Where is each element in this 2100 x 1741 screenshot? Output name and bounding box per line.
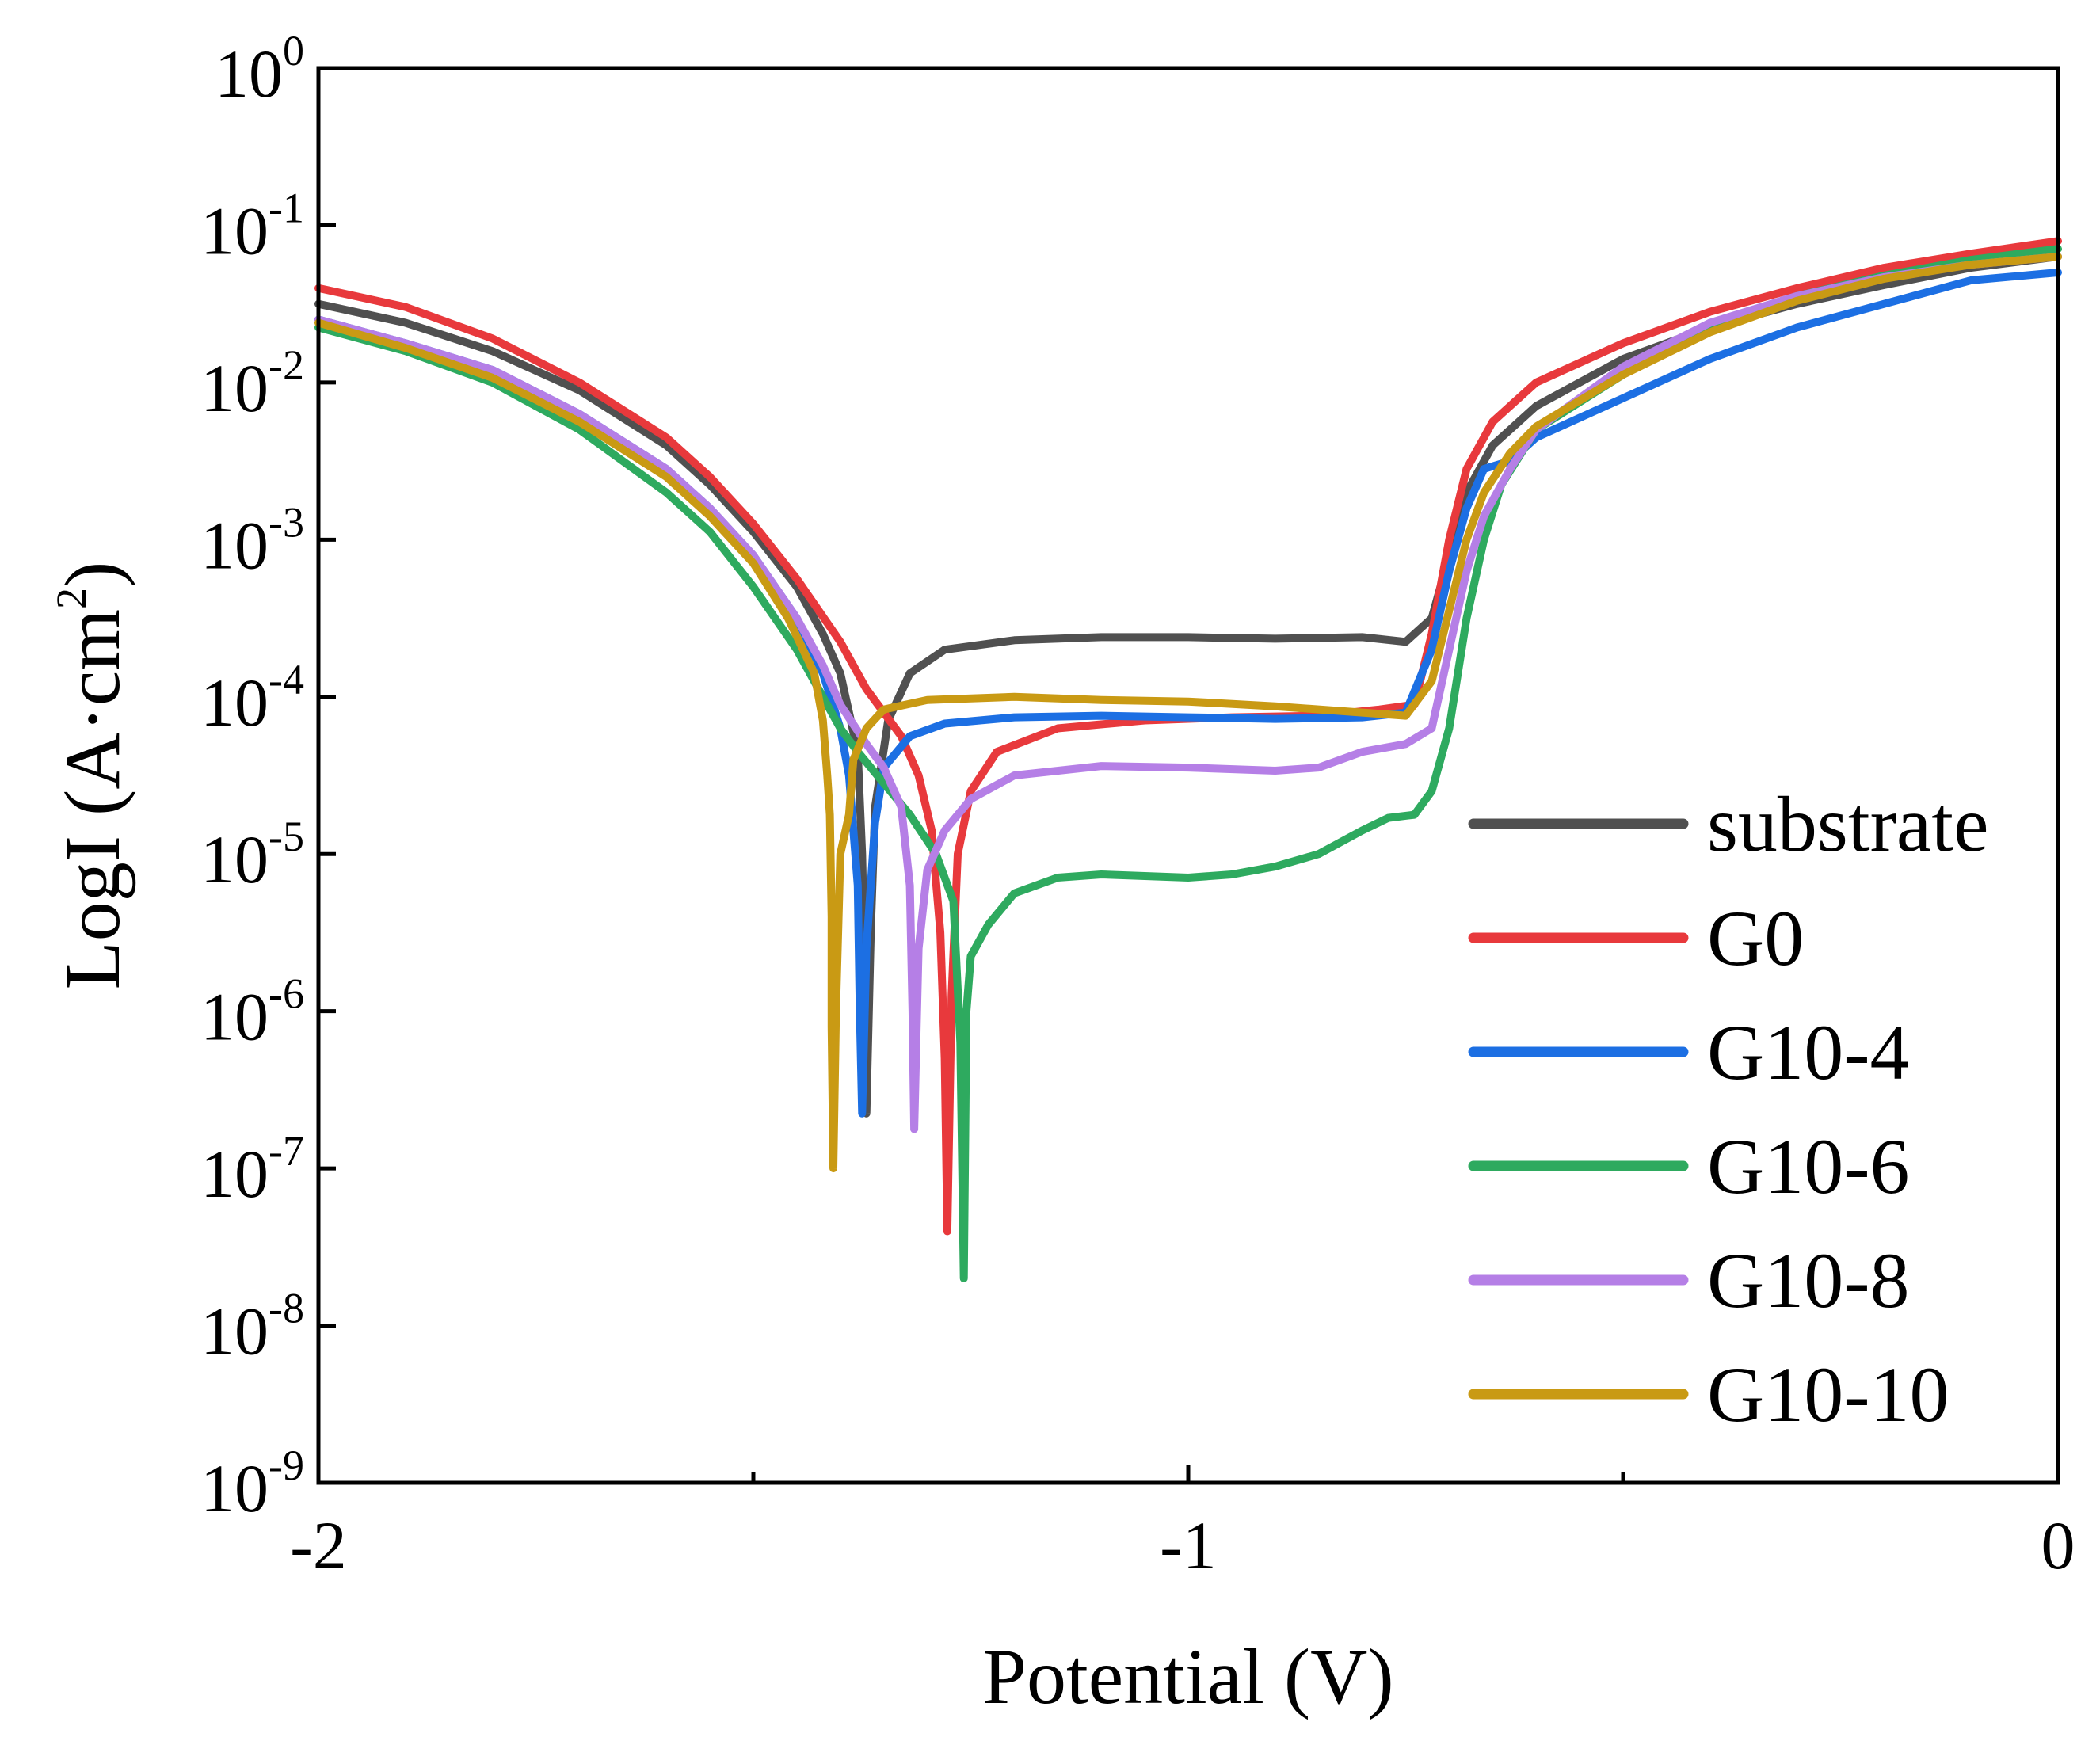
y-tick-label: 10-8	[200, 1285, 304, 1370]
y-tick-label: 10-4	[200, 656, 304, 741]
y-tick-label: 10-6	[200, 970, 304, 1055]
series-line-g10-10	[314, 253, 2062, 1173]
legend-item: G0	[1468, 894, 1804, 982]
legend-item: G10-4	[1468, 1008, 1910, 1096]
y-tick-label: 10-3	[200, 498, 304, 583]
y-tick-label: 10-5	[200, 813, 304, 897]
legend-label: substrate	[1707, 780, 1988, 868]
y-tick-label: 10-1	[200, 184, 304, 269]
legend-label: G10-10	[1707, 1351, 1949, 1438]
series-line-g10-8	[314, 253, 2062, 1133]
legend-item: G10-10	[1468, 1351, 1949, 1438]
y-tick-label: 10-2	[200, 341, 304, 426]
x-tick-label: -2	[290, 1507, 347, 1583]
legend-label: G10-4	[1707, 1008, 1910, 1096]
x-tick-label: 0	[2041, 1507, 2075, 1583]
x-axis-title: Potential (V)	[982, 1632, 1393, 1720]
y-tick-label: 10-7	[200, 1127, 304, 1212]
legend-item: G10-6	[1468, 1122, 1910, 1210]
legend-item: G10-8	[1468, 1236, 1910, 1324]
x-tick-label: -1	[1160, 1507, 1217, 1583]
series-line-substrate	[314, 253, 2062, 1118]
legend-label: G10-6	[1707, 1122, 1910, 1210]
y-tick-label: 100	[215, 27, 304, 112]
series-line-g0	[314, 237, 2062, 1236]
legend-label: G0	[1707, 894, 1804, 982]
legend-item: substrate	[1468, 780, 1988, 868]
y-axis-title: LogI (A·cm2)	[48, 562, 136, 990]
y-tick-label: 10-9	[200, 1442, 304, 1526]
legend-label: G10-8	[1707, 1236, 1910, 1324]
